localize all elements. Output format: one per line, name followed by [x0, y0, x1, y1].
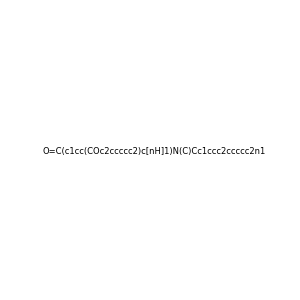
Text: O=C(c1cc(COc2ccccc2)c[nH]1)N(C)Cc1ccc2ccccc2n1: O=C(c1cc(COc2ccccc2)c[nH]1)N(C)Cc1ccc2cc…	[42, 147, 266, 156]
